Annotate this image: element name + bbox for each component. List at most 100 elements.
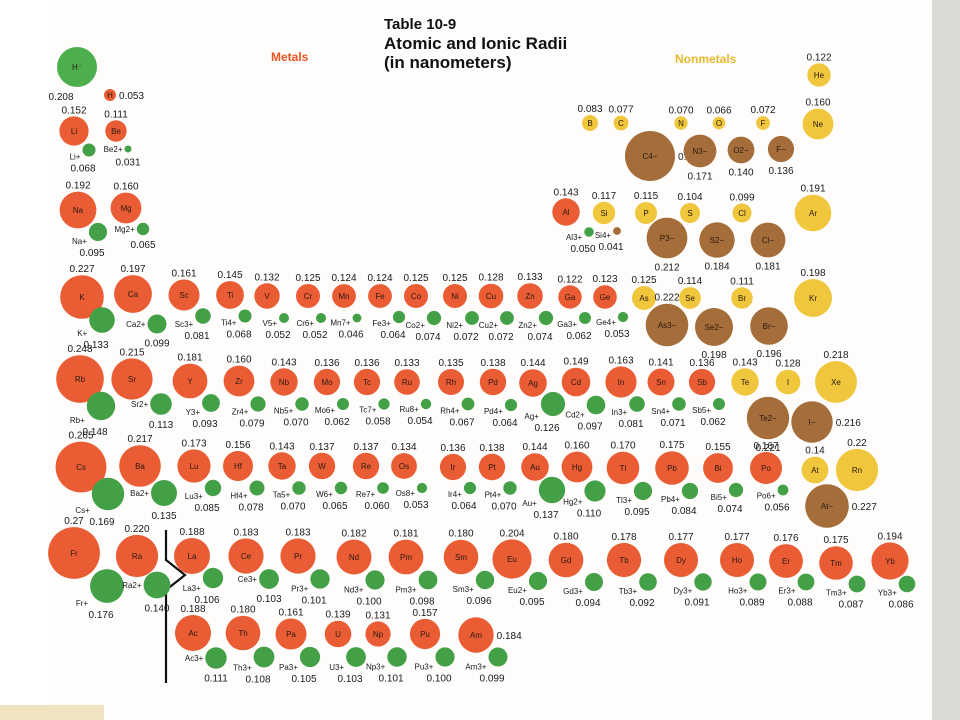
atom-be (105, 120, 127, 142)
sr-ion-label: Sr2+ (131, 400, 148, 409)
atom-symbol-hg: Hg (572, 463, 582, 472)
atom-radius-sc: 0.161 (171, 269, 196, 280)
atom-radius-pd: 0.138 (480, 358, 505, 369)
atom-radius-lu: 0.173 (181, 438, 206, 449)
ag-ion-radius: 0.126 (534, 423, 559, 434)
atom-radius-os: 0.134 (391, 442, 416, 453)
atom-symbol-sc: Sc (179, 291, 188, 300)
atom-radius-zr: 0.160 (226, 355, 251, 366)
atom-symbol-at: At (811, 466, 819, 475)
atom-symbol-s: S (687, 209, 692, 218)
hf-ion (249, 480, 265, 496)
pa-ion-radius: 0.105 (291, 674, 316, 685)
atom-symbol-na: Na (73, 206, 84, 215)
atom-radius-se: 0.114 (678, 276, 703, 287)
atom-radius-la: 0.188 (179, 527, 204, 538)
ca-ion-label: Ca2+ (126, 320, 146, 329)
au-ion-radius: 0.137 (533, 510, 558, 521)
ta-ion-label: Ta5+ (273, 491, 291, 500)
ra-ion (143, 571, 171, 599)
sn-ion-label: Sn4+ (651, 407, 670, 416)
atom-symbol-zn: Zn (525, 292, 534, 301)
atom-symbol-pm: Pm (400, 553, 412, 562)
atom-symbol-cr: Cr (304, 292, 313, 301)
atom-radius-at: 0.14 (805, 446, 825, 457)
atom-symbol-la: La (188, 552, 197, 561)
sn-ion (672, 397, 686, 411)
w-ion (334, 481, 348, 495)
cl-ion (750, 222, 786, 258)
atom-radius-i: 0.128 (775, 359, 800, 370)
atom-symbol-as: As (639, 294, 648, 303)
o-ion-radius: 0.140 (728, 167, 753, 178)
atom-radius-ru: 0.133 (394, 358, 419, 369)
atom-sn (647, 368, 675, 396)
atom-radius-ac: 0.188 (180, 604, 205, 615)
atom-radius-sr: 0.215 (119, 347, 144, 358)
pb-ion-label: Pb4+ (661, 495, 680, 504)
au-ion (538, 476, 566, 504)
atom-rb (56, 355, 104, 403)
ti-ion (238, 309, 252, 323)
atom-symbol-tm: Tm (830, 559, 842, 568)
ru-ion-radius: 0.054 (407, 416, 432, 427)
atom-symbol-p: P (643, 209, 648, 218)
atom-radius-np: 0.131 (365, 610, 390, 621)
atom-radius-ni: 0.125 (442, 273, 467, 284)
atom-er (769, 544, 803, 578)
cd-ion-label: Cd2+ (565, 410, 585, 419)
atom-radius-ga: 0.122 (557, 274, 582, 285)
ra-ion-label: Ra2+ (122, 581, 142, 590)
atom-pu (409, 618, 441, 650)
np-ion-radius: 0.101 (378, 674, 403, 685)
am-ion-label: Am3+ (465, 663, 486, 672)
atom-symbol-ca: Ca (128, 290, 139, 299)
atom-dy (664, 543, 698, 577)
v-ion-radius: 0.052 (265, 330, 290, 341)
pr-ion (310, 569, 330, 589)
sc-ion-radius: 0.081 (184, 331, 209, 342)
atom-ho (720, 543, 754, 577)
si-ion (613, 227, 621, 235)
atom-w (308, 452, 336, 480)
atom-mg (110, 192, 142, 224)
atom-radius-fe: 0.124 (367, 273, 392, 284)
atom-tm (819, 546, 853, 580)
atom-radius-th: 0.180 (230, 605, 255, 616)
atom-symbol-po: Po (761, 464, 771, 473)
ir-ion-radius: 0.064 (451, 501, 476, 512)
atom-symbol-dy: Dy (676, 556, 686, 565)
atom-symbol-pt: Pt (488, 463, 496, 472)
atom-ni (443, 284, 467, 308)
atom-radius-dy: 0.177 (668, 532, 693, 543)
i-ion-radius: 0.216 (836, 418, 861, 429)
pm-ion-radius: 0.098 (409, 596, 434, 607)
atom-b (582, 115, 598, 131)
co-ion (426, 310, 442, 326)
f-ion-label: F− (776, 145, 786, 154)
as-ion (645, 303, 689, 347)
ru-ion (420, 398, 432, 410)
atom-c (613, 115, 629, 131)
atom-kr (794, 279, 832, 317)
tm-ion-label: Tm3+ (826, 588, 847, 597)
atom-radius-fr: 0.27 (64, 516, 84, 527)
li-ion (82, 143, 96, 157)
atom-ba (119, 445, 161, 487)
sm-ion (475, 570, 495, 590)
atom-radius-w: 0.137 (309, 442, 334, 453)
rb-ion-label: Rb+ (70, 416, 85, 425)
atom-radius-b: 0.083 (577, 104, 602, 115)
atom-radius-mg: 0.160 (113, 182, 138, 193)
atom-ca (114, 275, 152, 313)
atom-radius-am: 0.184 (497, 631, 522, 642)
atom-radius-u: 0.139 (325, 610, 350, 621)
atom-ta (268, 452, 296, 480)
sc-ion-label: Sc3+ (175, 320, 194, 329)
atom-sb (688, 368, 716, 396)
atom-symbol-si: Si (600, 209, 607, 218)
atom-symbol-tb: Tb (619, 556, 629, 565)
atom-symbol-yb: Yb (885, 557, 895, 566)
zr-ion-label: Zr4+ (232, 408, 249, 417)
textbook-page (48, 0, 934, 720)
